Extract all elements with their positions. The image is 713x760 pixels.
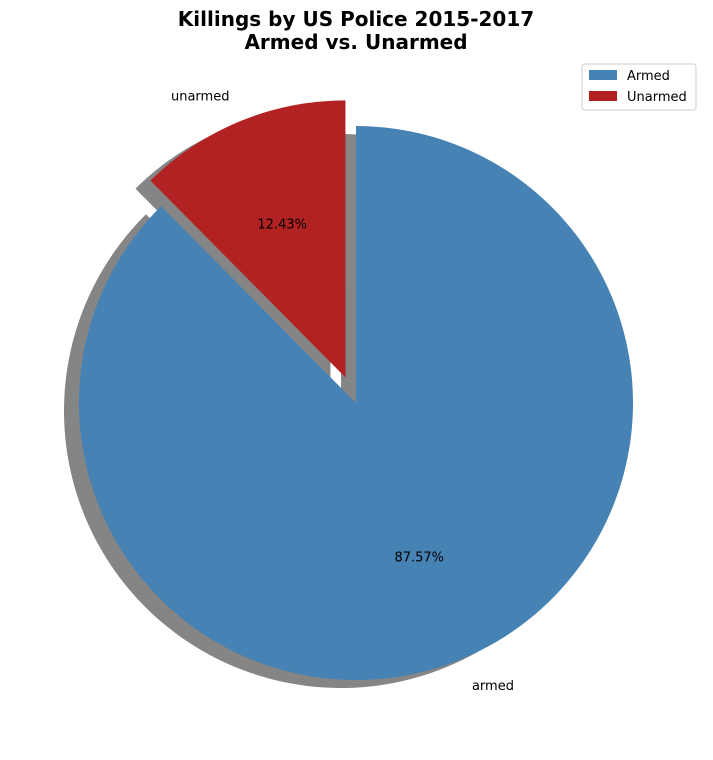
slice-percent-unarmed: 12.43% <box>257 218 307 233</box>
pie-slices <box>79 100 634 680</box>
legend-label-unarmed: Unarmed <box>627 90 687 105</box>
legend-swatch-unarmed <box>589 91 617 101</box>
slice-label-armed: armed <box>472 679 514 694</box>
slice-labels: armed 87.57% unarmed 12.43% <box>171 90 514 694</box>
chart-title-line-2: Armed vs. Unarmed <box>244 30 467 54</box>
chart-title-line-1: Killings by US Police 2015-2017 <box>178 7 534 31</box>
legend: Armed Unarmed <box>581 63 697 111</box>
slice-percent-armed: 87.57% <box>394 551 444 566</box>
pie-slice-unarmed <box>150 100 346 378</box>
legend-label-armed: Armed <box>627 69 670 84</box>
legend-swatch-armed <box>589 70 617 80</box>
slice-label-unarmed: unarmed <box>171 90 229 105</box>
pie-slice-armed <box>79 126 634 680</box>
